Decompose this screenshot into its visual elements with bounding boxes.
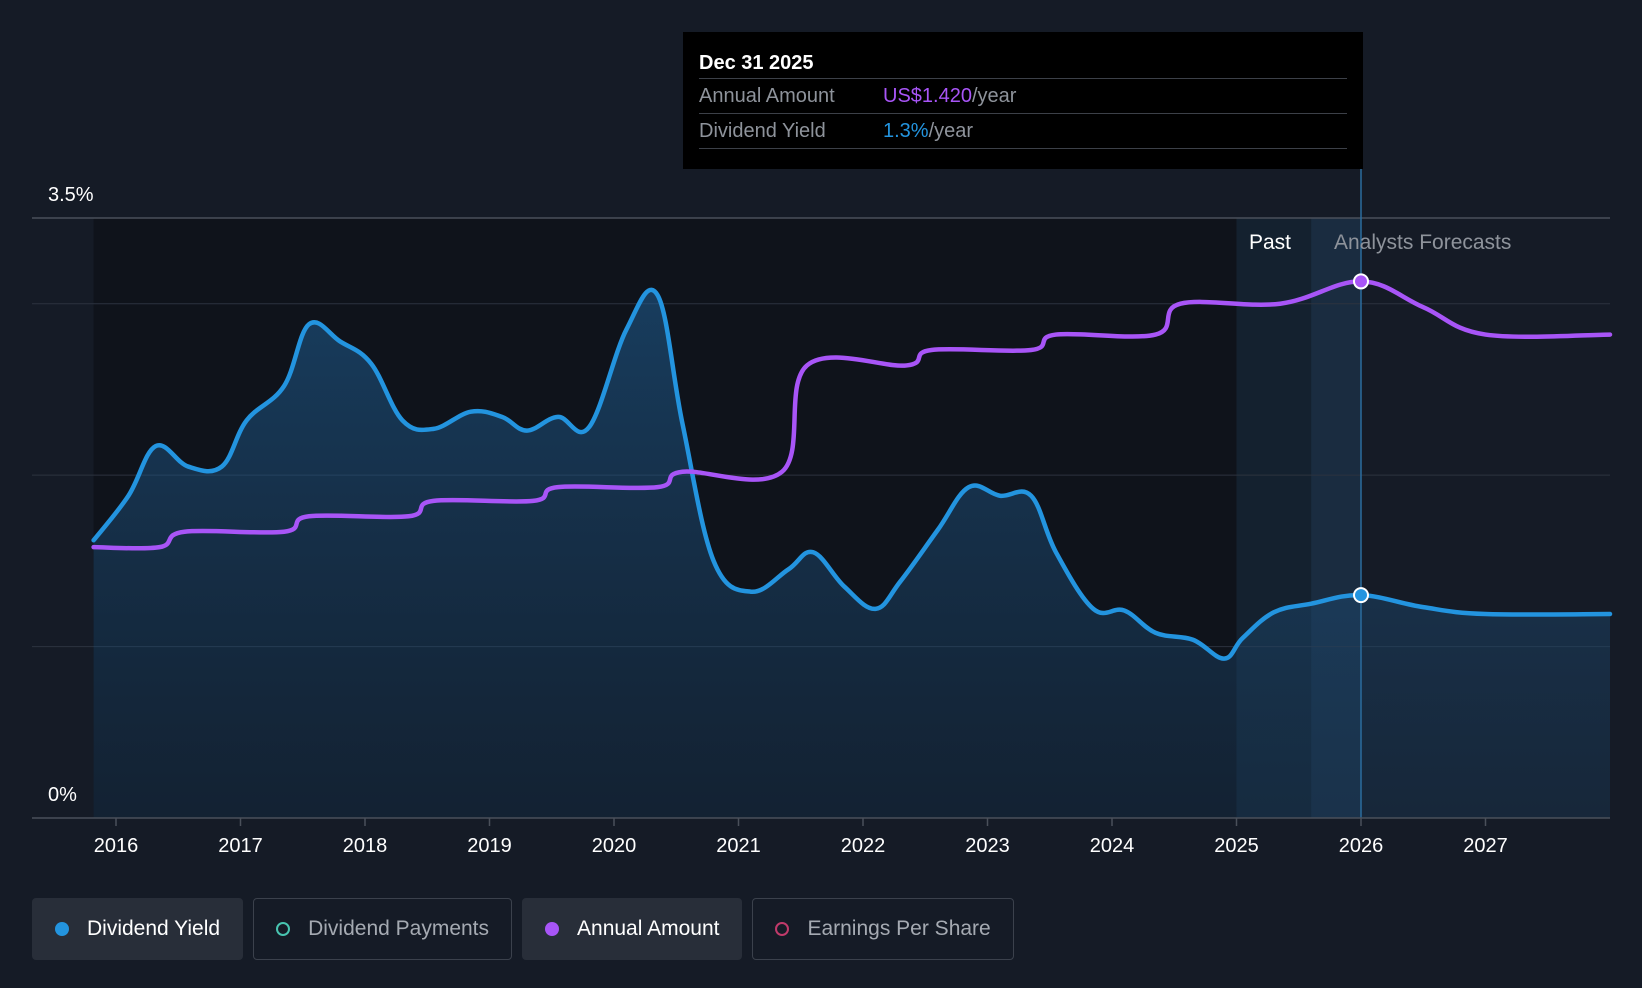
x-tick-label: 2025 — [1214, 835, 1259, 857]
x-tick-label: 2016 — [94, 835, 139, 857]
legend-annual-amount-button[interactable]: Annual Amount — [522, 898, 743, 960]
x-tick-label: 2017 — [218, 835, 263, 857]
legend-dot-icon — [55, 922, 69, 936]
forecast-label: Analysts Forecasts — [1334, 231, 1511, 254]
annual-amount-marker — [1353, 273, 1369, 290]
x-tick-label: 2024 — [1090, 835, 1135, 857]
legend-dividend-yield-button[interactable]: Dividend Yield — [32, 898, 244, 960]
dividend-yield-area — [93, 289, 1611, 818]
x-tick-label: 2020 — [592, 835, 637, 857]
legend-dividend-payments-button[interactable]: Dividend Payments — [253, 898, 513, 960]
x-tick-label: 2027 — [1463, 835, 1508, 857]
legend-earnings-per-share-button[interactable]: Earnings Per Share — [752, 898, 1014, 960]
legend-dot-icon — [775, 922, 790, 936]
legend-dot-icon — [276, 922, 291, 936]
y-tick-label-bottom: 0% — [48, 784, 77, 806]
dividend-yield-line — [91, 287, 1613, 661]
x-tick-label: 2019 — [467, 835, 512, 857]
annual-amount-line — [91, 279, 1613, 551]
tooltip-yield-unit: /year — [928, 120, 974, 142]
tooltip-date: Dec 31 2025 — [699, 52, 814, 74]
x-tick-label: 2026 — [1339, 835, 1384, 857]
x-tick-label: 2023 — [965, 835, 1010, 857]
past-label: Past — [1249, 231, 1291, 254]
legend-label: Earnings Per Share — [807, 917, 991, 940]
legend-label: Annual Amount — [577, 917, 720, 940]
tooltip-yield-value: 1.3% — [883, 120, 929, 142]
x-tick-label: 2021 — [716, 835, 761, 857]
tooltip-yield-label: Dividend Yield — [699, 120, 826, 142]
tooltip-annual-row: Annual Amount US$1.420 /year — [699, 78, 1347, 113]
tooltip-annual-value: US$1.420 — [883, 85, 972, 107]
legend-label: Dividend Payments — [308, 917, 490, 940]
tooltip-yield-row: Dividend Yield 1.3% /year — [699, 113, 1347, 149]
tooltip-annual-label: Annual Amount — [699, 85, 835, 107]
x-tick-label: 2018 — [343, 835, 388, 857]
tooltip: Dec 31 2025 Annual Amount US$1.420 /year… — [683, 32, 1363, 169]
legend: Dividend Yield Dividend Payments Annual … — [32, 898, 1014, 960]
y-tick-label-top: 3.5% — [48, 184, 94, 206]
x-tick-label: 2022 — [841, 835, 886, 857]
legend-dot-icon — [545, 922, 560, 936]
legend-label: Dividend Yield — [87, 917, 221, 940]
tooltip-annual-unit: /year — [971, 85, 1017, 107]
dividend-yield-marker — [1353, 587, 1369, 604]
